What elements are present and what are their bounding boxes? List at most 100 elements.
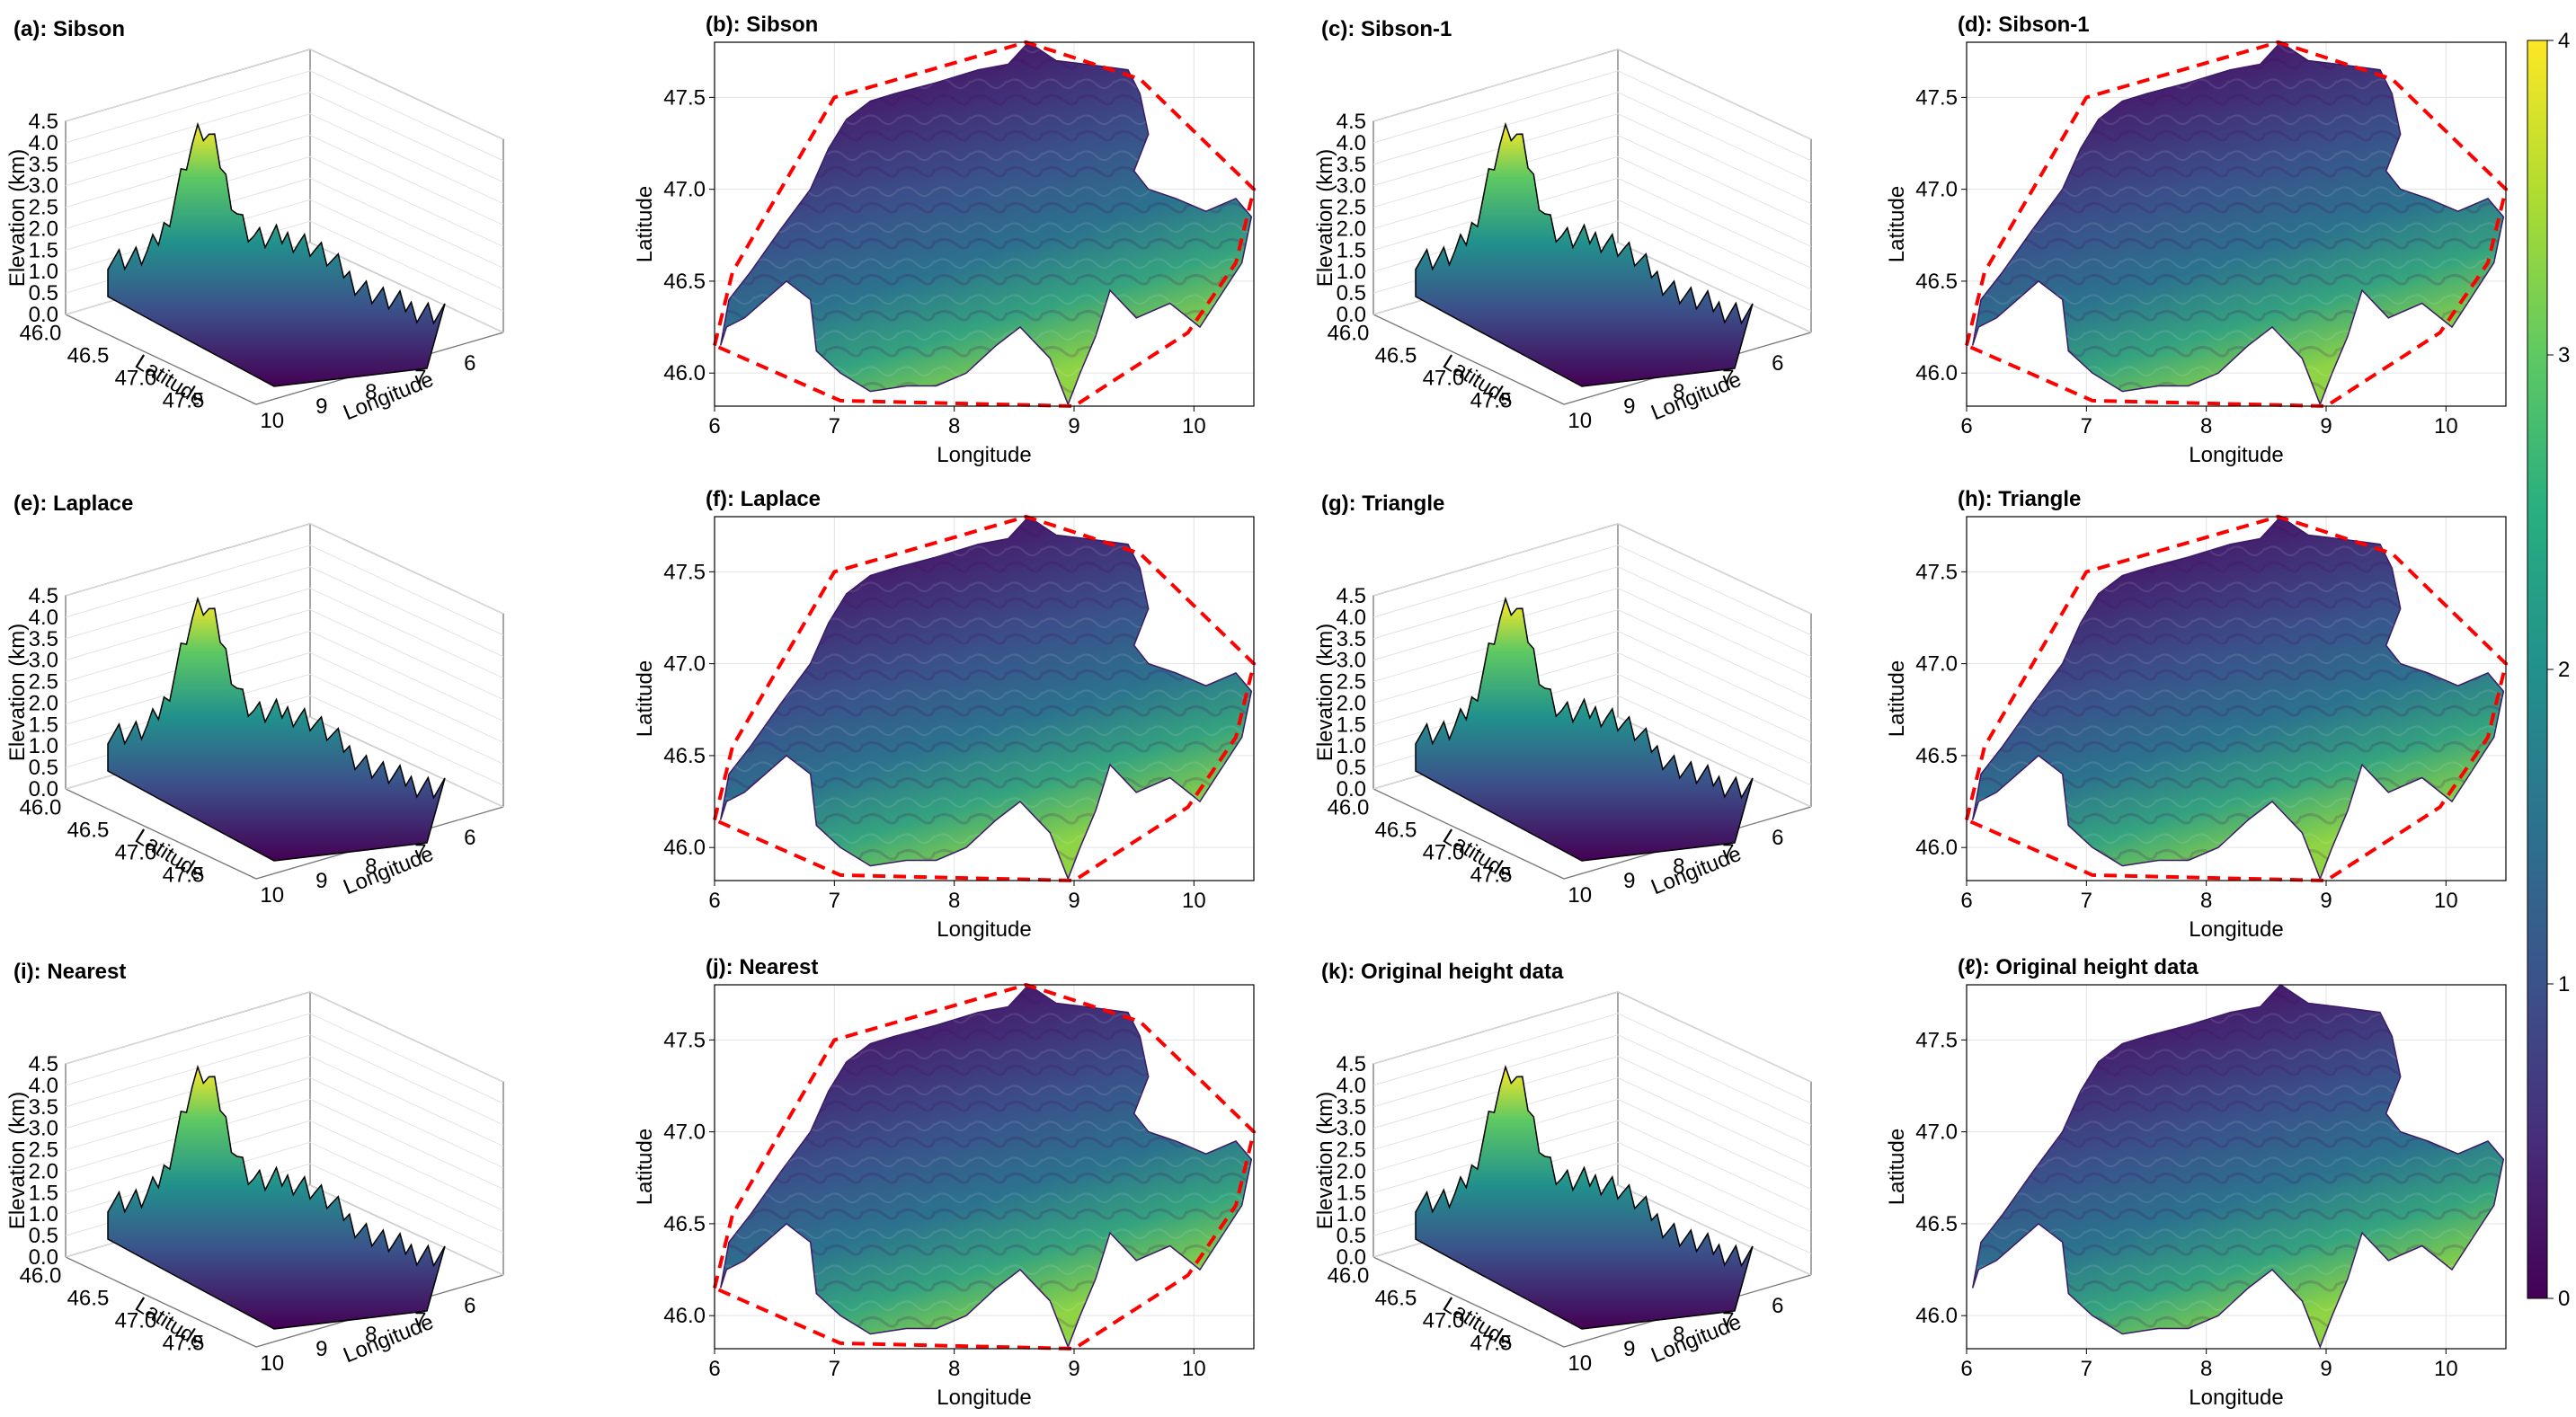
z-axis-label: Elevation (km) [1313, 1092, 1337, 1229]
panel-1: (b): Sibson 6 7 8 9 10 46.0 46.5 47.0 47.5 Longitu… [633, 13, 1257, 467]
x-tick-label: 9 [1068, 1357, 1079, 1381]
x-axis-label: Longitude [2189, 917, 2283, 942]
z-grid-line [1372, 673, 1812, 765]
y-tick-label: 47.0 [663, 178, 706, 202]
z-tick-label: 2.0 [29, 691, 58, 715]
x-tick-label: 8 [1673, 855, 1684, 879]
x-tick-label: 7 [2081, 414, 2092, 438]
axis-box [65, 523, 504, 880]
panel-6: (g): Triangle 0.00.51.01.52.02.53.03.54.0… [1313, 492, 1812, 908]
z-tick-label: 1.0 [1337, 260, 1366, 284]
z-grid-line [1372, 49, 1812, 140]
y-tick-label: 47.0 [1915, 178, 1958, 202]
x-tick-label: 8 [948, 1357, 960, 1381]
x-tick-label: 6 [1960, 1357, 1972, 1381]
z-tick-label: 2.0 [29, 217, 58, 241]
x-tick-label: 8 [1673, 1323, 1684, 1347]
x-tick-label: 10 [260, 883, 284, 908]
x-tick-label: 10 [1568, 409, 1592, 433]
z-grid-line [65, 1013, 504, 1104]
z-tick-label: 0.0 [1337, 303, 1366, 327]
x-tick-label: 10 [1182, 889, 1206, 913]
x-tick-label: 8 [2200, 414, 2212, 438]
z-tick-label: 1.5 [29, 1181, 58, 1205]
z-tick-label: 2.0 [1337, 217, 1366, 241]
elevation-texture [1972, 517, 2504, 879]
x-tick-label: 7 [414, 366, 426, 390]
z-grid-line [1372, 1098, 1812, 1190]
panel-title: (j): Nearest [706, 955, 818, 979]
colorbar-tick-label: 0 [2558, 1287, 2570, 1311]
z-tick-label: 1.5 [29, 713, 58, 737]
x-axis-label: Longitude [937, 1386, 1031, 1410]
z-grid-line [65, 651, 504, 743]
y-tick-label: 46.5 [67, 1287, 110, 1311]
panel-9: (j): Nearest 6 7 8 9 10 46.0 46.5 47.0 47.5 Longit… [633, 955, 1257, 1410]
y-tick-label: 46.0 [1328, 322, 1370, 346]
z-grid-line [65, 92, 504, 183]
z-tick-label: 4.0 [29, 606, 58, 630]
z-grid-line [1372, 609, 1812, 701]
z-tick-label: 1.5 [29, 238, 58, 262]
z-tick-label: 0.0 [29, 303, 58, 327]
z-tick-label: 2.5 [1337, 1138, 1366, 1163]
panel-title: (h): Triangle [1958, 487, 2081, 511]
panel-title: (c): Sibson-1 [1321, 17, 1452, 41]
y-tick-label: 46.5 [1375, 1287, 1417, 1311]
panel-8: (i): Nearest0.00.51.01.52.02.53.03.54.04… [5, 960, 504, 1376]
x-tick-label: 6 [464, 351, 475, 376]
x-tick-label: 7 [1722, 840, 1734, 864]
x-tick-label: 10 [1568, 1351, 1592, 1376]
axes-frame [714, 41, 1255, 407]
z-grid-line [65, 199, 504, 290]
z-grid-line [65, 1098, 504, 1190]
x-tick-label: 6 [464, 1294, 475, 1318]
z-grid-line [1372, 1120, 1812, 1211]
elevation-surface [107, 121, 446, 387]
z-tick-label: 1.5 [1337, 1181, 1366, 1205]
x-tick-label: 7 [829, 889, 840, 913]
z-tick-label: 4.5 [29, 110, 58, 134]
z-grid-line [1372, 991, 1812, 1083]
elevation-surface [1415, 1064, 1754, 1330]
z-tick-label: 2.5 [29, 196, 58, 220]
z-grid-line [65, 609, 504, 701]
elevation-texture [720, 517, 1252, 879]
z-tick-label: 3.0 [29, 1117, 58, 1141]
z-grid-line [1372, 70, 1812, 162]
z-grid-line [1372, 630, 1812, 722]
x-tick-label: 10 [2434, 1357, 2458, 1381]
x-tick-label: 7 [1722, 366, 1734, 390]
z-tick-label: 1.0 [29, 260, 58, 284]
y-axis-label: Latitude [633, 1129, 657, 1205]
colorbar-tick-label: 4 [2558, 29, 2570, 53]
x-tick-label: 6 [708, 1357, 720, 1381]
z-tick-label: 1.0 [1337, 734, 1366, 758]
elevation-texture [1972, 985, 2504, 1347]
z-grid-line [1372, 1077, 1812, 1169]
z-tick-label: 1.5 [1337, 238, 1366, 262]
z-tick-label: 3.5 [1337, 1095, 1366, 1120]
z-tick-label: 3.5 [29, 153, 58, 177]
elevation-texture [720, 42, 1252, 404]
y-tick-label: 46.5 [663, 744, 706, 768]
panel-title: (e): Laplace [13, 492, 133, 516]
z-grid-line [1372, 113, 1812, 205]
x-tick-label: 7 [1722, 1308, 1734, 1333]
z-grid-line [65, 1141, 504, 1233]
z-grid-line [65, 523, 504, 615]
y-tick-label: 47.5 [1470, 1332, 1513, 1356]
z-grid-line [65, 1056, 504, 1147]
y-tick-label: 47.0 [1915, 652, 1958, 677]
y-tick-label: 47.0 [115, 1309, 157, 1333]
z-tick-label: 2.5 [29, 670, 58, 695]
x-tick-label: 7 [414, 840, 426, 864]
y-tick-label: 47.0 [1423, 367, 1465, 391]
x-tick-label: 8 [1673, 380, 1684, 404]
x-tick-label: 10 [1568, 883, 1592, 908]
elevation-surface [107, 596, 446, 862]
y-tick-label: 46.0 [663, 836, 706, 860]
colorbar-tick-label: 2 [2558, 658, 2570, 682]
z-tick-label: 0.0 [29, 777, 58, 801]
y-tick-label: 47.5 [663, 85, 706, 110]
